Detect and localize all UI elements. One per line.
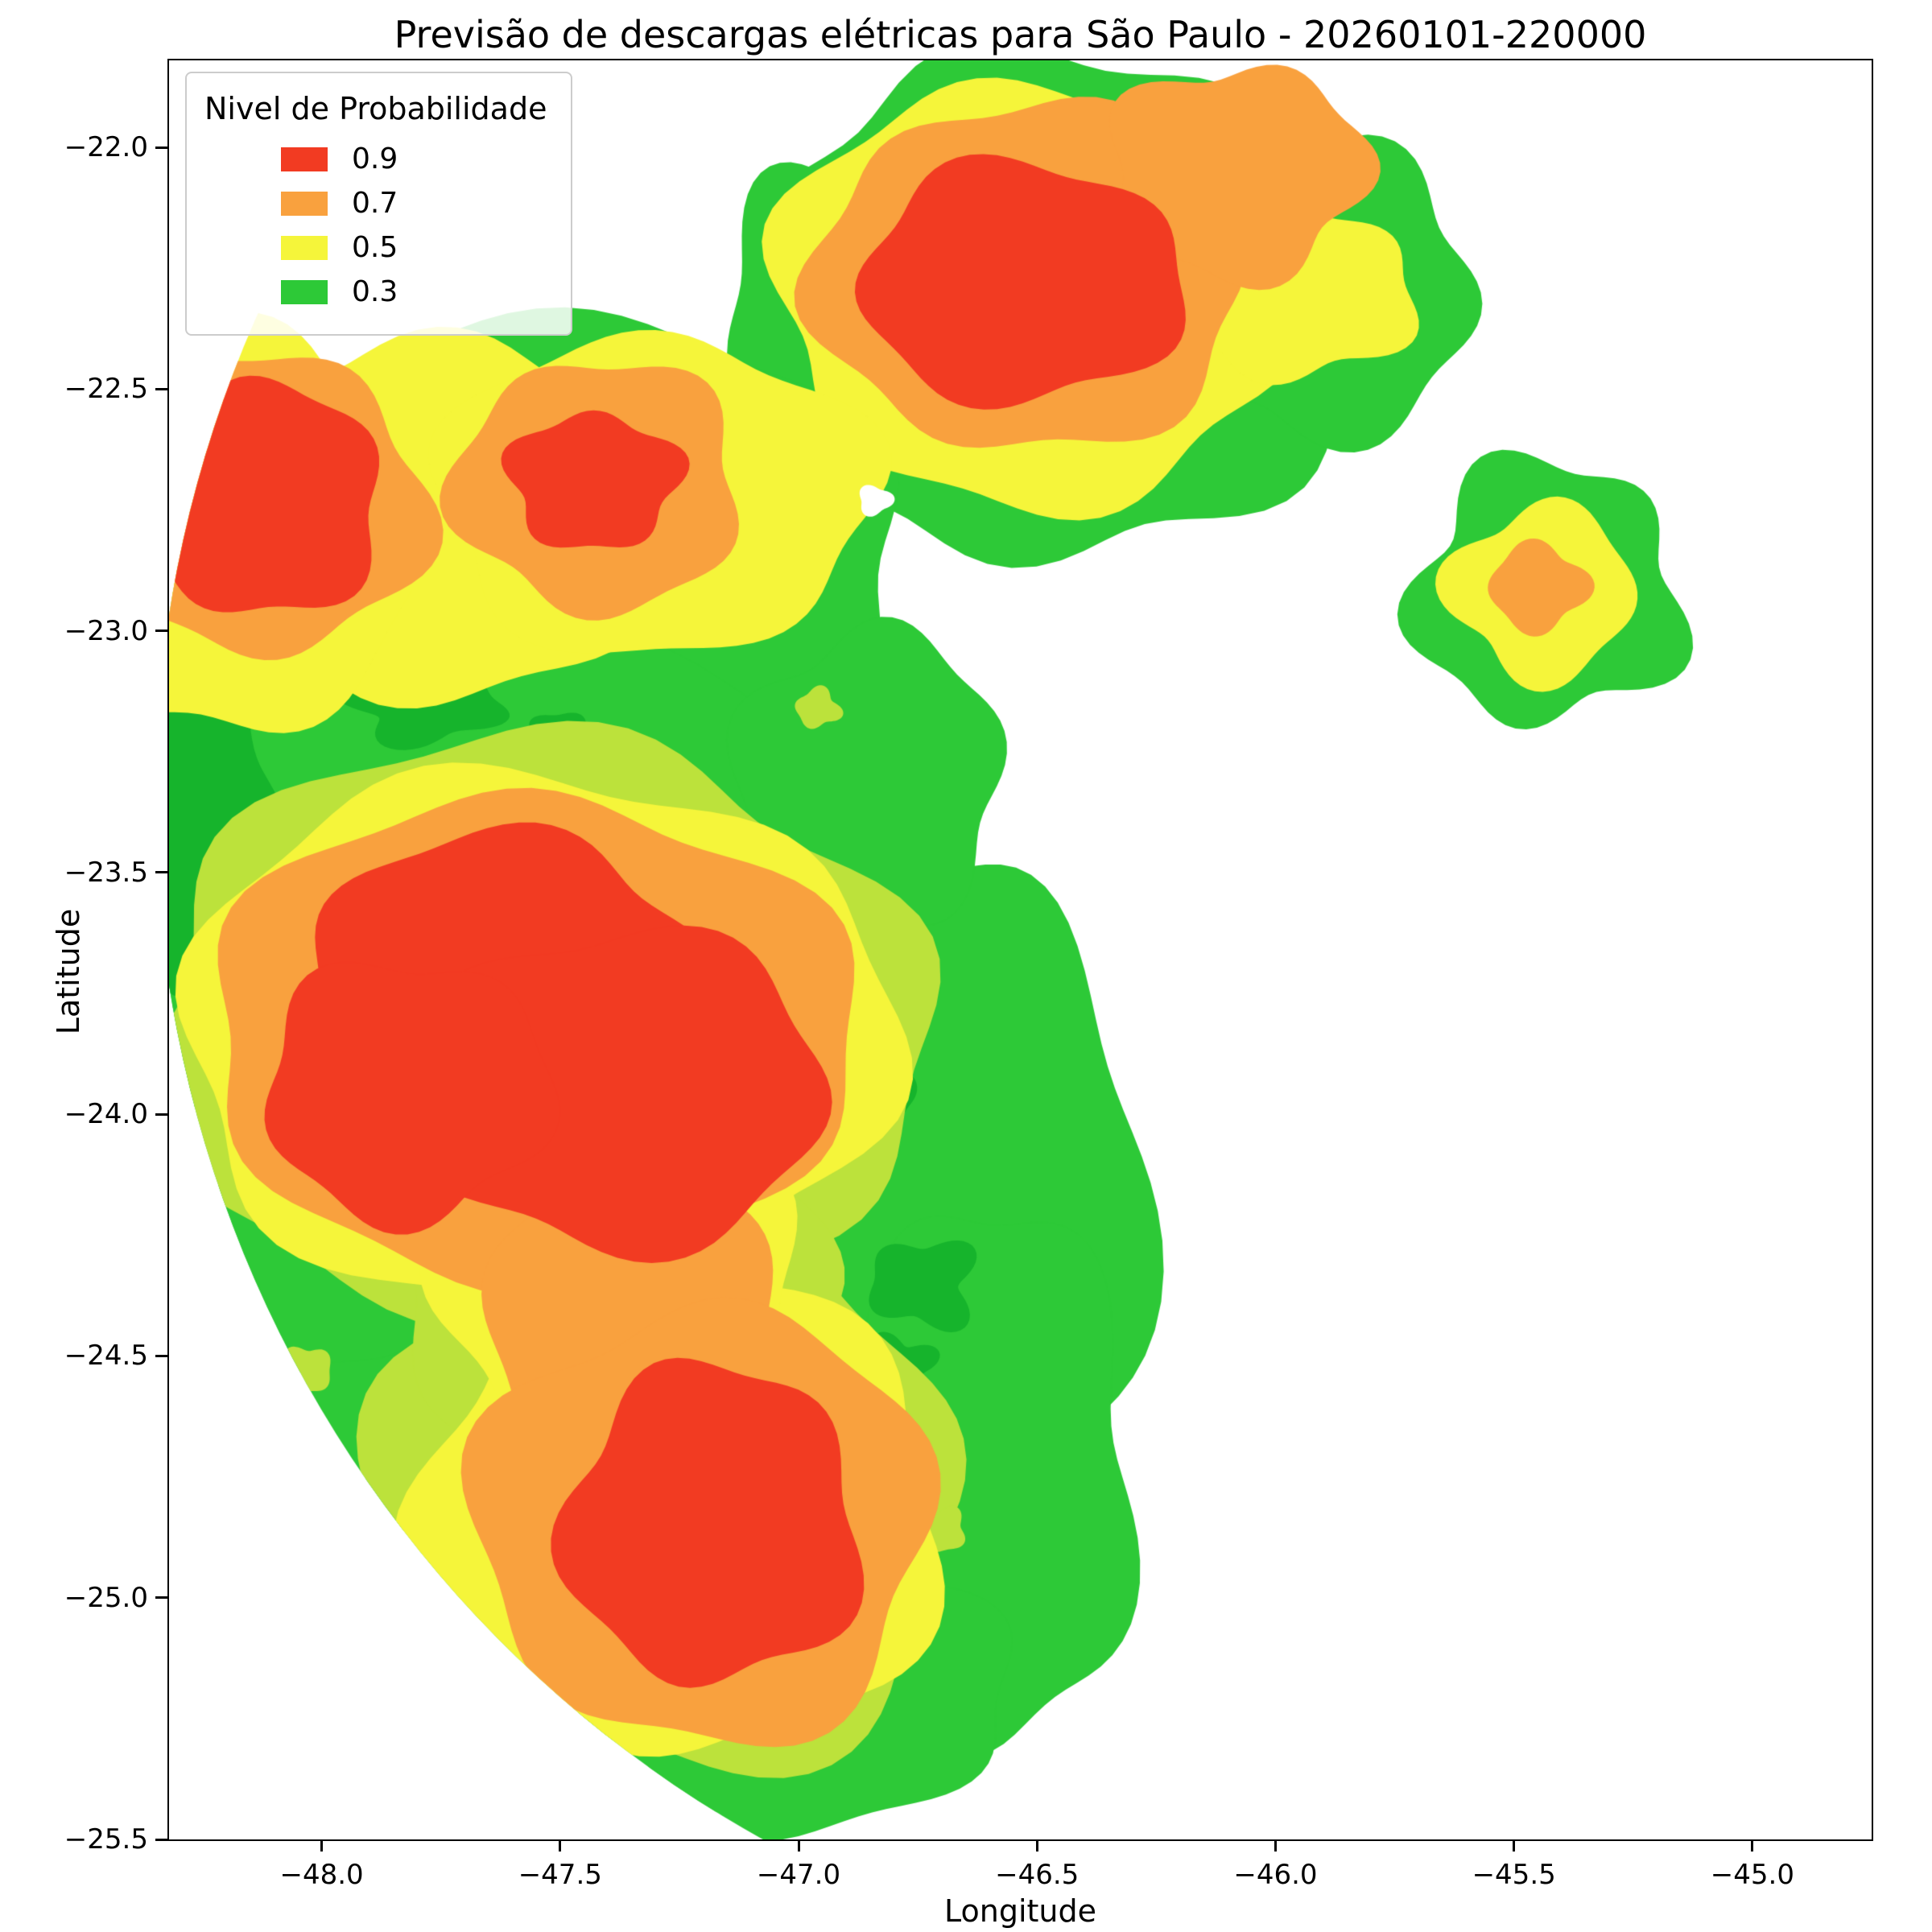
- y-tick-label: −22.0: [64, 131, 148, 164]
- legend-title: Nivel de Probabilidade: [204, 91, 547, 126]
- legend-label: 0.9: [352, 142, 398, 175]
- y-tick-mark: [155, 871, 167, 874]
- y-tick-label: −24.0: [64, 1098, 148, 1131]
- plot-area: Nivel de Probabilidade 0.9 0.7 0.5 0.3: [167, 59, 1873, 1841]
- legend-swatch-0.7: [281, 191, 328, 216]
- x-tick-mark: [797, 1839, 800, 1852]
- x-tick-label: −48.0: [279, 1859, 364, 1891]
- y-tick-label: −23.0: [64, 614, 148, 647]
- y-tick-label: −24.5: [64, 1340, 148, 1373]
- x-tick-label: −45.5: [1472, 1859, 1556, 1891]
- y-tick-label: −25.0: [64, 1581, 148, 1614]
- y-tick-mark: [155, 1838, 167, 1841]
- x-tick-label: −46.0: [1233, 1859, 1318, 1891]
- contour-map-canvas: [169, 60, 1872, 1839]
- x-tick-label: −47.5: [518, 1859, 602, 1891]
- x-tick-mark: [559, 1839, 562, 1852]
- legend-entry: 0.9: [204, 142, 547, 175]
- legend: Nivel de Probabilidade 0.9 0.7 0.5 0.3: [185, 72, 573, 336]
- x-tick-mark: [1274, 1839, 1277, 1852]
- legend-label: 0.3: [352, 275, 398, 308]
- x-tick-mark: [320, 1839, 324, 1852]
- y-tick-mark: [155, 1596, 167, 1600]
- chart-title: Previsão de descargas elétricas para São…: [394, 13, 1647, 56]
- y-tick-mark: [155, 630, 167, 633]
- legend-swatch-0.5: [281, 235, 328, 260]
- legend-entry: 0.5: [204, 231, 547, 264]
- legend-swatch-0.9: [281, 147, 328, 171]
- x-tick-label: −45.0: [1710, 1859, 1794, 1891]
- x-axis-label: Longitude: [944, 1893, 1096, 1929]
- y-tick-label: −23.5: [64, 856, 148, 889]
- x-tick-mark: [1035, 1839, 1038, 1852]
- legend-label: 0.7: [352, 187, 398, 220]
- x-tick-mark: [1751, 1839, 1754, 1852]
- legend-entry: 0.7: [204, 187, 547, 220]
- y-tick-label: −25.5: [64, 1823, 148, 1856]
- x-tick-label: −46.5: [995, 1859, 1080, 1891]
- y-tick-mark: [155, 146, 167, 149]
- y-tick-mark: [155, 1354, 167, 1357]
- x-tick-mark: [1513, 1839, 1516, 1852]
- y-tick-mark: [155, 387, 167, 390]
- y-tick-label: −22.5: [64, 373, 148, 406]
- x-tick-label: −47.0: [756, 1859, 841, 1891]
- legend-label: 0.5: [352, 231, 398, 264]
- y-tick-mark: [155, 1113, 167, 1116]
- legend-entry: 0.3: [204, 275, 547, 308]
- legend-swatch-0.3: [281, 279, 328, 304]
